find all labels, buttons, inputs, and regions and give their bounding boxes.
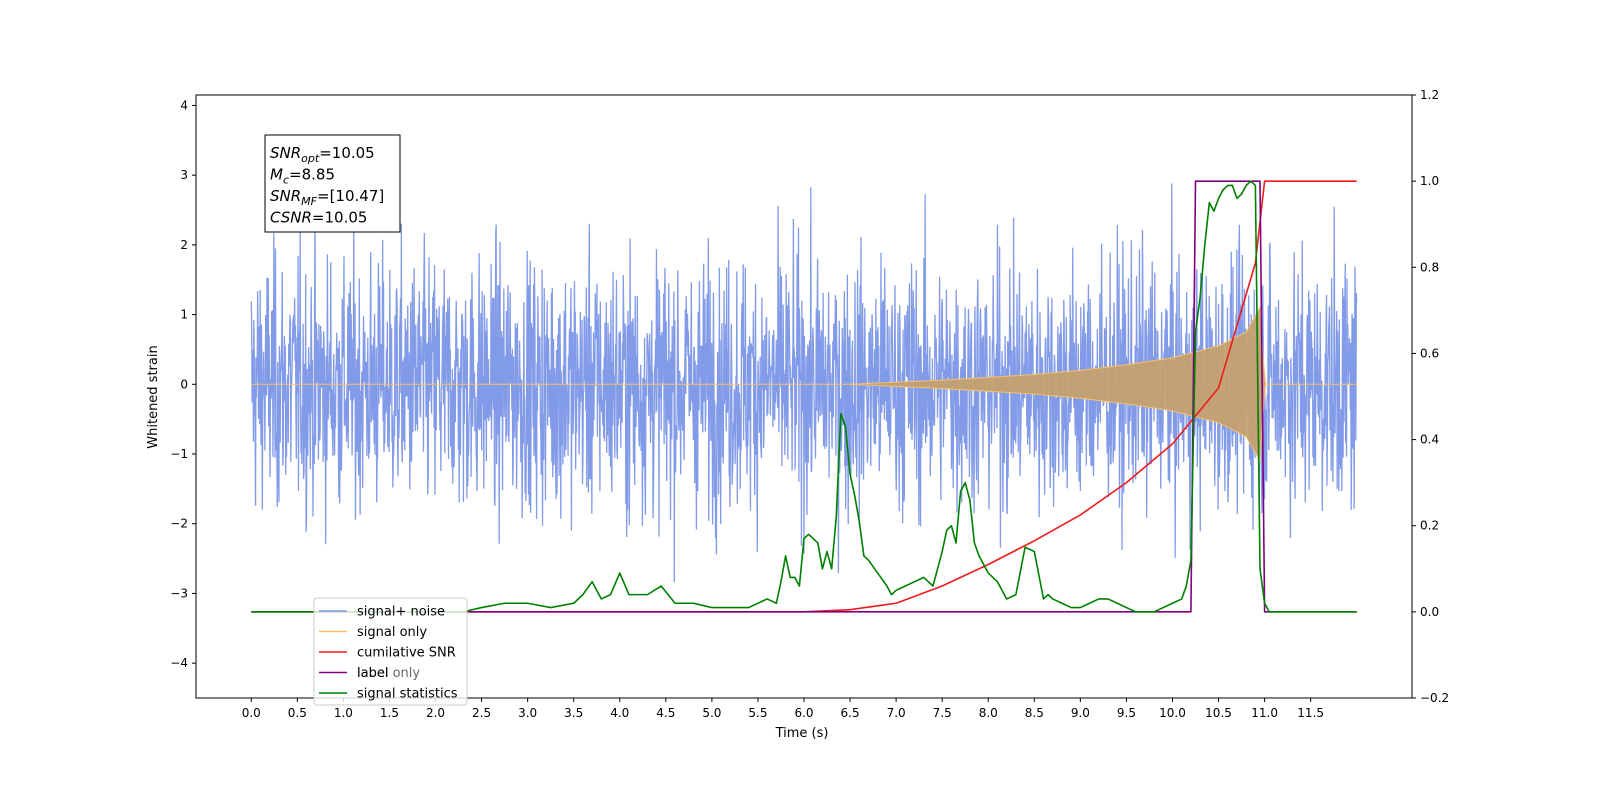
y-axis-right: 1.2 1.0 0.8 0.6 0.4 0.2 0.0 −0.2 bbox=[1412, 88, 1449, 705]
legend-label: signal+ noise bbox=[357, 605, 445, 620]
x-tick-label: 2.5 bbox=[472, 706, 491, 720]
legend-label: signal statistics bbox=[357, 687, 458, 702]
legend: label only signal+ noise signal only cumila… bbox=[313, 597, 468, 706]
x-tick-label: 4.5 bbox=[656, 706, 675, 720]
annotation-line: Mc=8.85 bbox=[270, 166, 335, 187]
x-tick-label: 9.5 bbox=[1117, 706, 1136, 720]
annotation-line: CSNR=10.05 bbox=[270, 209, 367, 227]
series-layer bbox=[250, 180, 1358, 613]
y-tick-label-left: −2 bbox=[170, 517, 188, 531]
x-tick-label: 10.5 bbox=[1205, 706, 1232, 720]
legend-label: signal only bbox=[357, 625, 427, 640]
y-tick-label-right: 0.2 bbox=[1420, 519, 1439, 533]
x-tick-label: 1.0 bbox=[334, 706, 353, 720]
x-tick-label: 7.0 bbox=[887, 706, 906, 720]
y-tick-label-left: −4 bbox=[170, 656, 188, 670]
x-tick-label: 11.0 bbox=[1251, 706, 1278, 720]
series-signal-only bbox=[251, 305, 1357, 463]
x-tick-label: 3.5 bbox=[564, 706, 583, 720]
y-axis-left: 4 3 2 1 0 −1 −2 −3 −4 bbox=[170, 98, 196, 670]
x-tick-label: 2.0 bbox=[426, 706, 445, 720]
annotation-box: SNRopt=10.05Mc=8.85SNRMF=[10.47]CSNR=10.… bbox=[264, 134, 401, 233]
y-tick-label-right: 0.4 bbox=[1420, 433, 1439, 447]
y-tick-label-left: 2 bbox=[180, 238, 188, 252]
y-tick-label-right: 1.2 bbox=[1420, 88, 1439, 102]
x-tick-label: 5.5 bbox=[748, 706, 767, 720]
x-tick-label: 6.0 bbox=[794, 706, 813, 720]
x-tick-label: 3.0 bbox=[518, 706, 537, 720]
legend-label: label bbox=[357, 666, 388, 681]
x-axis: 0.0 0.5 1.0 1.5 2.0 2.5 3.0 3.5 4.0 4.5 5.0 5.5 6.0 6… bbox=[242, 698, 1324, 720]
x-tick-label: 8.0 bbox=[979, 706, 998, 720]
y-tick-label-left: 0 bbox=[180, 377, 188, 391]
x-tick-label: 6.5 bbox=[841, 706, 860, 720]
x-tick-label: 4.0 bbox=[610, 706, 629, 720]
x-axis-label: Time (s) bbox=[775, 726, 829, 741]
y-axis-label: Whitened strain bbox=[146, 345, 161, 448]
x-tick-label: 10.0 bbox=[1159, 706, 1186, 720]
y-tick-label-right: −0.2 bbox=[1420, 691, 1449, 705]
x-tick-label: 11.5 bbox=[1297, 706, 1324, 720]
x-tick-label: 8.5 bbox=[1025, 706, 1044, 720]
x-tick-label: 1.5 bbox=[380, 706, 399, 720]
annotation-line: SNRopt=10.05 bbox=[270, 144, 375, 165]
y-tick-label-left: −3 bbox=[170, 586, 188, 600]
y-tick-label-right: 0.0 bbox=[1420, 605, 1439, 619]
series-cumulative-snr bbox=[251, 180, 1357, 613]
x-tick-label: 9.0 bbox=[1071, 706, 1090, 720]
x-tick-label: 0.5 bbox=[288, 706, 307, 720]
x-tick-label: 0.0 bbox=[242, 706, 261, 720]
y-tick-label-left: 3 bbox=[180, 168, 188, 182]
y-tick-label-right: 0.6 bbox=[1420, 346, 1439, 360]
y-tick-label-right: 0.8 bbox=[1420, 260, 1439, 274]
legend-hidden-label: label only bbox=[357, 666, 420, 681]
x-tick-label: 5.0 bbox=[702, 706, 721, 720]
legend-label: cumilative SNR bbox=[357, 646, 456, 661]
y-tick-label-right: 1.0 bbox=[1420, 174, 1439, 188]
y-tick-label-left: 4 bbox=[180, 98, 188, 112]
y-tick-label-left: −1 bbox=[170, 447, 188, 461]
x-tick-label: 7.5 bbox=[933, 706, 952, 720]
annotation-line: SNRMF=[10.47] bbox=[270, 187, 384, 208]
legend-frame bbox=[313, 597, 468, 706]
series-signal-statistics bbox=[251, 180, 1357, 613]
y-tick-label-left: 1 bbox=[180, 308, 188, 322]
